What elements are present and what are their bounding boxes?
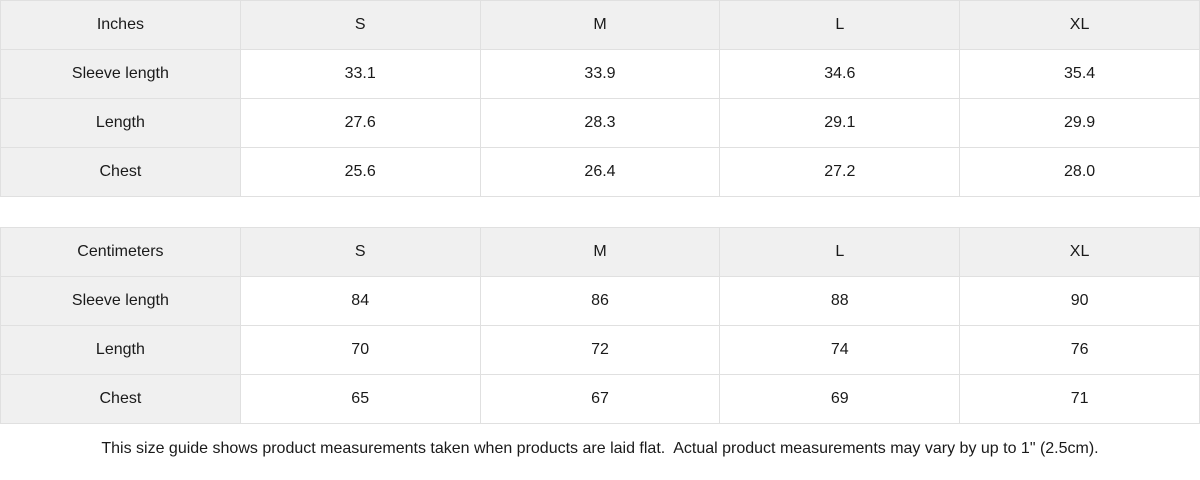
row-label: Length: [0, 98, 241, 148]
table-header-row: Inches S M L XL: [0, 0, 1200, 50]
measurement-cell: 34.6: [719, 49, 961, 99]
table-row: Length 70 72 74 76: [0, 325, 1200, 375]
measurement-cell: 28.0: [959, 147, 1200, 197]
measurement-cell: 29.1: [719, 98, 961, 148]
measurement-cell: 71: [959, 374, 1200, 424]
measurement-cell: 69: [719, 374, 961, 424]
measurement-cell: 27.6: [239, 98, 481, 148]
size-table-centimeters: Centimeters S M L XL Sleeve length 84 86…: [0, 227, 1200, 424]
measurement-cell: 70: [239, 325, 481, 375]
size-col-header-s: S: [239, 0, 481, 50]
measurement-cell: 35.4: [959, 49, 1200, 99]
measurement-cell: 67: [479, 374, 721, 424]
measurement-cell: 84: [239, 276, 481, 326]
size-col-header-s: S: [239, 227, 481, 277]
measurement-cell: 29.9: [959, 98, 1200, 148]
measurement-cell: 72: [479, 325, 721, 375]
table-header-row: Centimeters S M L XL: [0, 227, 1200, 277]
size-col-header-l: L: [719, 0, 961, 50]
measurement-cell: 74: [719, 325, 961, 375]
size-col-header-l: L: [719, 227, 961, 277]
measurement-cell: 76: [959, 325, 1200, 375]
unit-header: Centimeters: [0, 227, 241, 277]
measurement-cell: 33.9: [479, 49, 721, 99]
measurement-cell: 33.1: [239, 49, 481, 99]
table-row: Chest 65 67 69 71: [0, 374, 1200, 424]
size-table-inches: Inches S M L XL Sleeve length 33.1 33.9 …: [0, 0, 1200, 197]
measurement-cell: 28.3: [479, 98, 721, 148]
size-guide-footnote: This size guide shows product measuremen…: [101, 439, 1099, 457]
measurement-cell: 26.4: [479, 147, 721, 197]
row-label: Length: [0, 325, 241, 375]
measurement-cell: 27.2: [719, 147, 961, 197]
measurement-cell: 90: [959, 276, 1200, 326]
row-label: Sleeve length: [0, 276, 241, 326]
table-row: Chest 25.6 26.4 27.2 28.0: [0, 147, 1200, 197]
row-label: Sleeve length: [0, 49, 241, 99]
size-col-header-m: M: [479, 0, 721, 50]
measurement-cell: 25.6: [239, 147, 481, 197]
measurement-cell: 88: [719, 276, 961, 326]
unit-header: Inches: [0, 0, 241, 50]
table-row: Sleeve length 84 86 88 90: [0, 276, 1200, 326]
measurement-cell: 65: [239, 374, 481, 424]
table-row: Length 27.6 28.3 29.1 29.9: [0, 98, 1200, 148]
size-col-header-m: M: [479, 227, 721, 277]
row-label: Chest: [0, 147, 241, 197]
size-col-header-xl: XL: [959, 0, 1200, 50]
measurement-cell: 86: [479, 276, 721, 326]
table-row: Sleeve length 33.1 33.9 34.6 35.4: [0, 49, 1200, 99]
row-label: Chest: [0, 374, 241, 424]
size-col-header-xl: XL: [959, 227, 1200, 277]
